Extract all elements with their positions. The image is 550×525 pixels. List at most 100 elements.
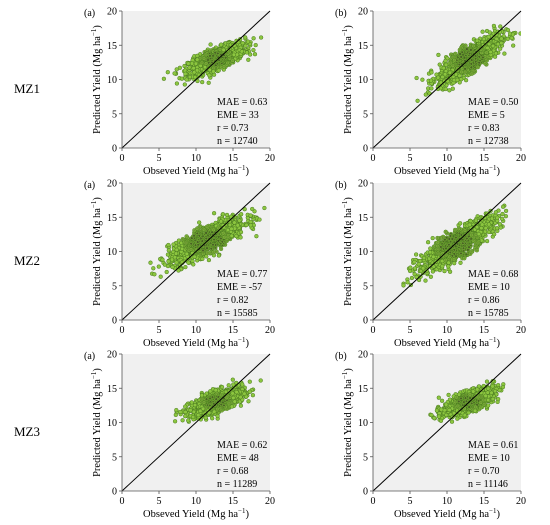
data-point xyxy=(195,78,200,84)
data-point xyxy=(221,64,227,69)
data-point-core xyxy=(463,67,467,71)
data-point xyxy=(207,67,212,73)
x-tick-label: 15 xyxy=(479,153,489,164)
data-point-core xyxy=(198,57,202,60)
data-point xyxy=(216,253,222,258)
data-point xyxy=(429,70,434,75)
data-point xyxy=(211,211,217,216)
data-point xyxy=(195,53,200,58)
data-point xyxy=(414,75,419,81)
data-point xyxy=(438,80,443,85)
data-point xyxy=(186,61,191,66)
data-point-core xyxy=(218,59,221,62)
data-point xyxy=(490,43,496,49)
data-point-core xyxy=(216,52,219,55)
y-tick-label: 5 xyxy=(363,109,368,120)
data-point xyxy=(166,259,171,264)
data-point-core xyxy=(451,56,455,59)
data-point-core xyxy=(218,48,222,51)
stat-line: MAE = 0.50 xyxy=(468,97,518,108)
data-point-core xyxy=(451,64,454,67)
data-point-core xyxy=(206,251,209,255)
data-point xyxy=(495,42,501,47)
data-point-core xyxy=(481,56,485,59)
data-point xyxy=(448,60,453,66)
data-point-core xyxy=(224,56,227,59)
data-point xyxy=(174,81,180,86)
data-point-core xyxy=(458,52,462,56)
y-axis-title-main: Predicted Yield (Mg ha xyxy=(92,36,103,134)
data-point-core xyxy=(484,62,487,65)
stat-line: r = 0.83 xyxy=(468,123,499,134)
data-point xyxy=(238,229,244,235)
data-point xyxy=(447,70,452,75)
data-point xyxy=(518,31,521,36)
data-point xyxy=(216,68,221,73)
data-point-core xyxy=(460,70,463,74)
x-tick-label: 20 xyxy=(265,153,275,164)
data-point xyxy=(487,41,492,47)
data-point xyxy=(234,233,239,239)
data-point xyxy=(505,27,511,33)
data-point-core xyxy=(231,59,234,62)
y-axis-title-unit-close: ) xyxy=(343,25,354,29)
data-point-core xyxy=(205,62,208,65)
y-tick-label: 0 xyxy=(363,144,368,155)
data-point xyxy=(494,36,499,42)
data-point xyxy=(239,49,244,54)
data-point-core xyxy=(458,48,461,52)
data-point-core xyxy=(449,61,452,65)
data-point xyxy=(494,32,499,37)
data-point-core xyxy=(463,59,467,62)
data-point xyxy=(200,79,205,85)
data-point-core xyxy=(468,52,471,55)
data-point-core xyxy=(463,71,467,74)
x-axis-title: Obseved Yield (Mg ha−1) xyxy=(143,164,249,177)
x-axis-title-main: Obseved Yield (Mg ha xyxy=(143,166,238,177)
data-point-core xyxy=(485,51,488,54)
data-point xyxy=(451,77,457,83)
data-point xyxy=(253,42,258,48)
y-axis-title-unit-exponent: −1 xyxy=(341,28,349,36)
data-point xyxy=(208,42,213,47)
data-point xyxy=(206,80,211,85)
stat-line: EME = 33 xyxy=(217,110,259,121)
data-point xyxy=(499,36,504,41)
data-point xyxy=(443,58,448,63)
data-point-core xyxy=(193,229,196,232)
data-point xyxy=(457,47,462,53)
data-point xyxy=(219,42,224,47)
data-point xyxy=(221,47,226,52)
y-axis-title: Predicted Yield (Mg ha−1) xyxy=(90,25,103,134)
y-tick-label: 15 xyxy=(107,41,117,52)
row-label-mz3: MZ3 xyxy=(14,424,40,439)
data-point-core xyxy=(185,235,188,238)
x-tick-label: 5 xyxy=(408,153,413,164)
data-point xyxy=(502,51,507,56)
data-point xyxy=(225,60,230,66)
y-tick-label: 5 xyxy=(112,109,117,120)
x-axis-title: Obseved Yield (Mg ha−1) xyxy=(394,164,500,177)
data-point xyxy=(182,82,187,87)
data-point xyxy=(441,65,446,71)
data-point-core xyxy=(458,63,461,66)
data-point-core xyxy=(460,55,463,59)
data-point-core xyxy=(181,237,184,241)
data-point xyxy=(189,61,195,66)
data-point xyxy=(436,52,441,58)
data-point-core xyxy=(474,60,477,63)
data-point xyxy=(230,58,235,63)
row-label-mz2: MZ2 xyxy=(14,253,40,268)
stat-line: EME = 5 xyxy=(468,110,505,121)
data-point xyxy=(258,35,264,40)
data-point xyxy=(498,24,503,29)
stat-line: MAE = 0.63 xyxy=(217,97,267,108)
data-point xyxy=(161,76,167,81)
data-point xyxy=(459,69,464,75)
data-point xyxy=(204,61,209,66)
data-point xyxy=(192,70,197,75)
one-to-one-line xyxy=(372,10,522,149)
